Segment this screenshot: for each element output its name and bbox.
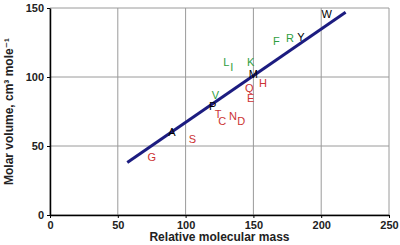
point-letter: W — [321, 8, 332, 20]
point-letter: V — [212, 89, 220, 101]
y-axis-title: Molar volume, cm³ mole⁻¹ — [2, 38, 16, 185]
tick-mark — [118, 215, 119, 218]
point-letter: N — [229, 110, 237, 122]
point-letter: C — [218, 115, 226, 127]
y-axis: 0 50 100 150 — [26, 2, 51, 221]
grid — [50, 8, 389, 215]
tick: 50 — [112, 215, 124, 231]
tick-mark — [186, 215, 187, 218]
tick-label: 250 — [380, 219, 398, 231]
tick-mark — [47, 215, 50, 216]
grid-line-x — [389, 8, 390, 215]
axis-line — [51, 215, 390, 217]
grid-line-x — [50, 8, 51, 215]
grid-line-x — [185, 8, 186, 215]
grid-line-y — [50, 146, 389, 147]
axis-line — [50, 9, 52, 216]
point-letter: H — [259, 77, 267, 89]
grid-line-x — [321, 8, 322, 215]
grid-line-y — [50, 8, 389, 9]
tick-mark — [389, 215, 390, 218]
tick: 50 — [32, 140, 50, 152]
point-letter: S — [189, 133, 196, 145]
tick-label: 0 — [38, 209, 44, 221]
tick-mark — [47, 77, 50, 78]
point-letter: I — [230, 61, 233, 73]
chart-svg: 050100150200250050100150GASPVTCNDLIKMQHE… — [0, 0, 400, 245]
tick: 0 — [38, 209, 50, 221]
point-letter: D — [237, 115, 245, 127]
tick-label: 50 — [112, 219, 124, 231]
grid-line-x — [117, 8, 118, 215]
point-letter: Y — [297, 31, 305, 43]
tick-mark — [321, 215, 322, 218]
point-letter: L — [223, 56, 229, 68]
tick-label: 100 — [177, 219, 195, 231]
grid-line-y — [50, 215, 389, 216]
tick: 250 — [380, 215, 398, 231]
point-letter: E — [247, 92, 254, 104]
tick-label: 0 — [47, 219, 53, 231]
point-letter: A — [168, 126, 176, 138]
tick-label: 150 — [26, 2, 44, 14]
tick-label: 50 — [32, 140, 44, 152]
x-axis-title: Relative molecular mass — [149, 230, 289, 244]
tick-mark — [47, 8, 50, 9]
tick-label: 100 — [26, 71, 44, 83]
plot: 050100150200250050100150GASPVTCNDLIKMQHE… — [26, 2, 399, 231]
grid-line-y — [50, 77, 389, 78]
tick: 0 — [47, 215, 53, 231]
grid-line-x — [253, 8, 254, 215]
fit-line — [127, 12, 345, 162]
point-letter: G — [147, 151, 156, 163]
x-axis: 0 50 100 150 200 250 — [47, 215, 398, 231]
tick: 100 — [26, 71, 50, 83]
point-letter: M — [249, 68, 258, 80]
chart-container: 050100150200250050100150GASPVTCNDLIKMQHE… — [0, 0, 400, 245]
marks: GASPVTCNDLIKMQHEFRYW — [127, 8, 345, 163]
point-letter: F — [273, 35, 280, 47]
tick: 150 — [26, 2, 50, 14]
tick-label: 150 — [245, 219, 263, 231]
tick: 100 — [177, 215, 195, 231]
tick-label: 200 — [313, 219, 331, 231]
tick-mark — [253, 215, 254, 218]
tick-mark — [47, 146, 50, 147]
tick: 150 — [245, 215, 263, 231]
point-letter: R — [286, 32, 294, 44]
point-letter: K — [247, 56, 255, 68]
tick: 200 — [313, 215, 331, 231]
